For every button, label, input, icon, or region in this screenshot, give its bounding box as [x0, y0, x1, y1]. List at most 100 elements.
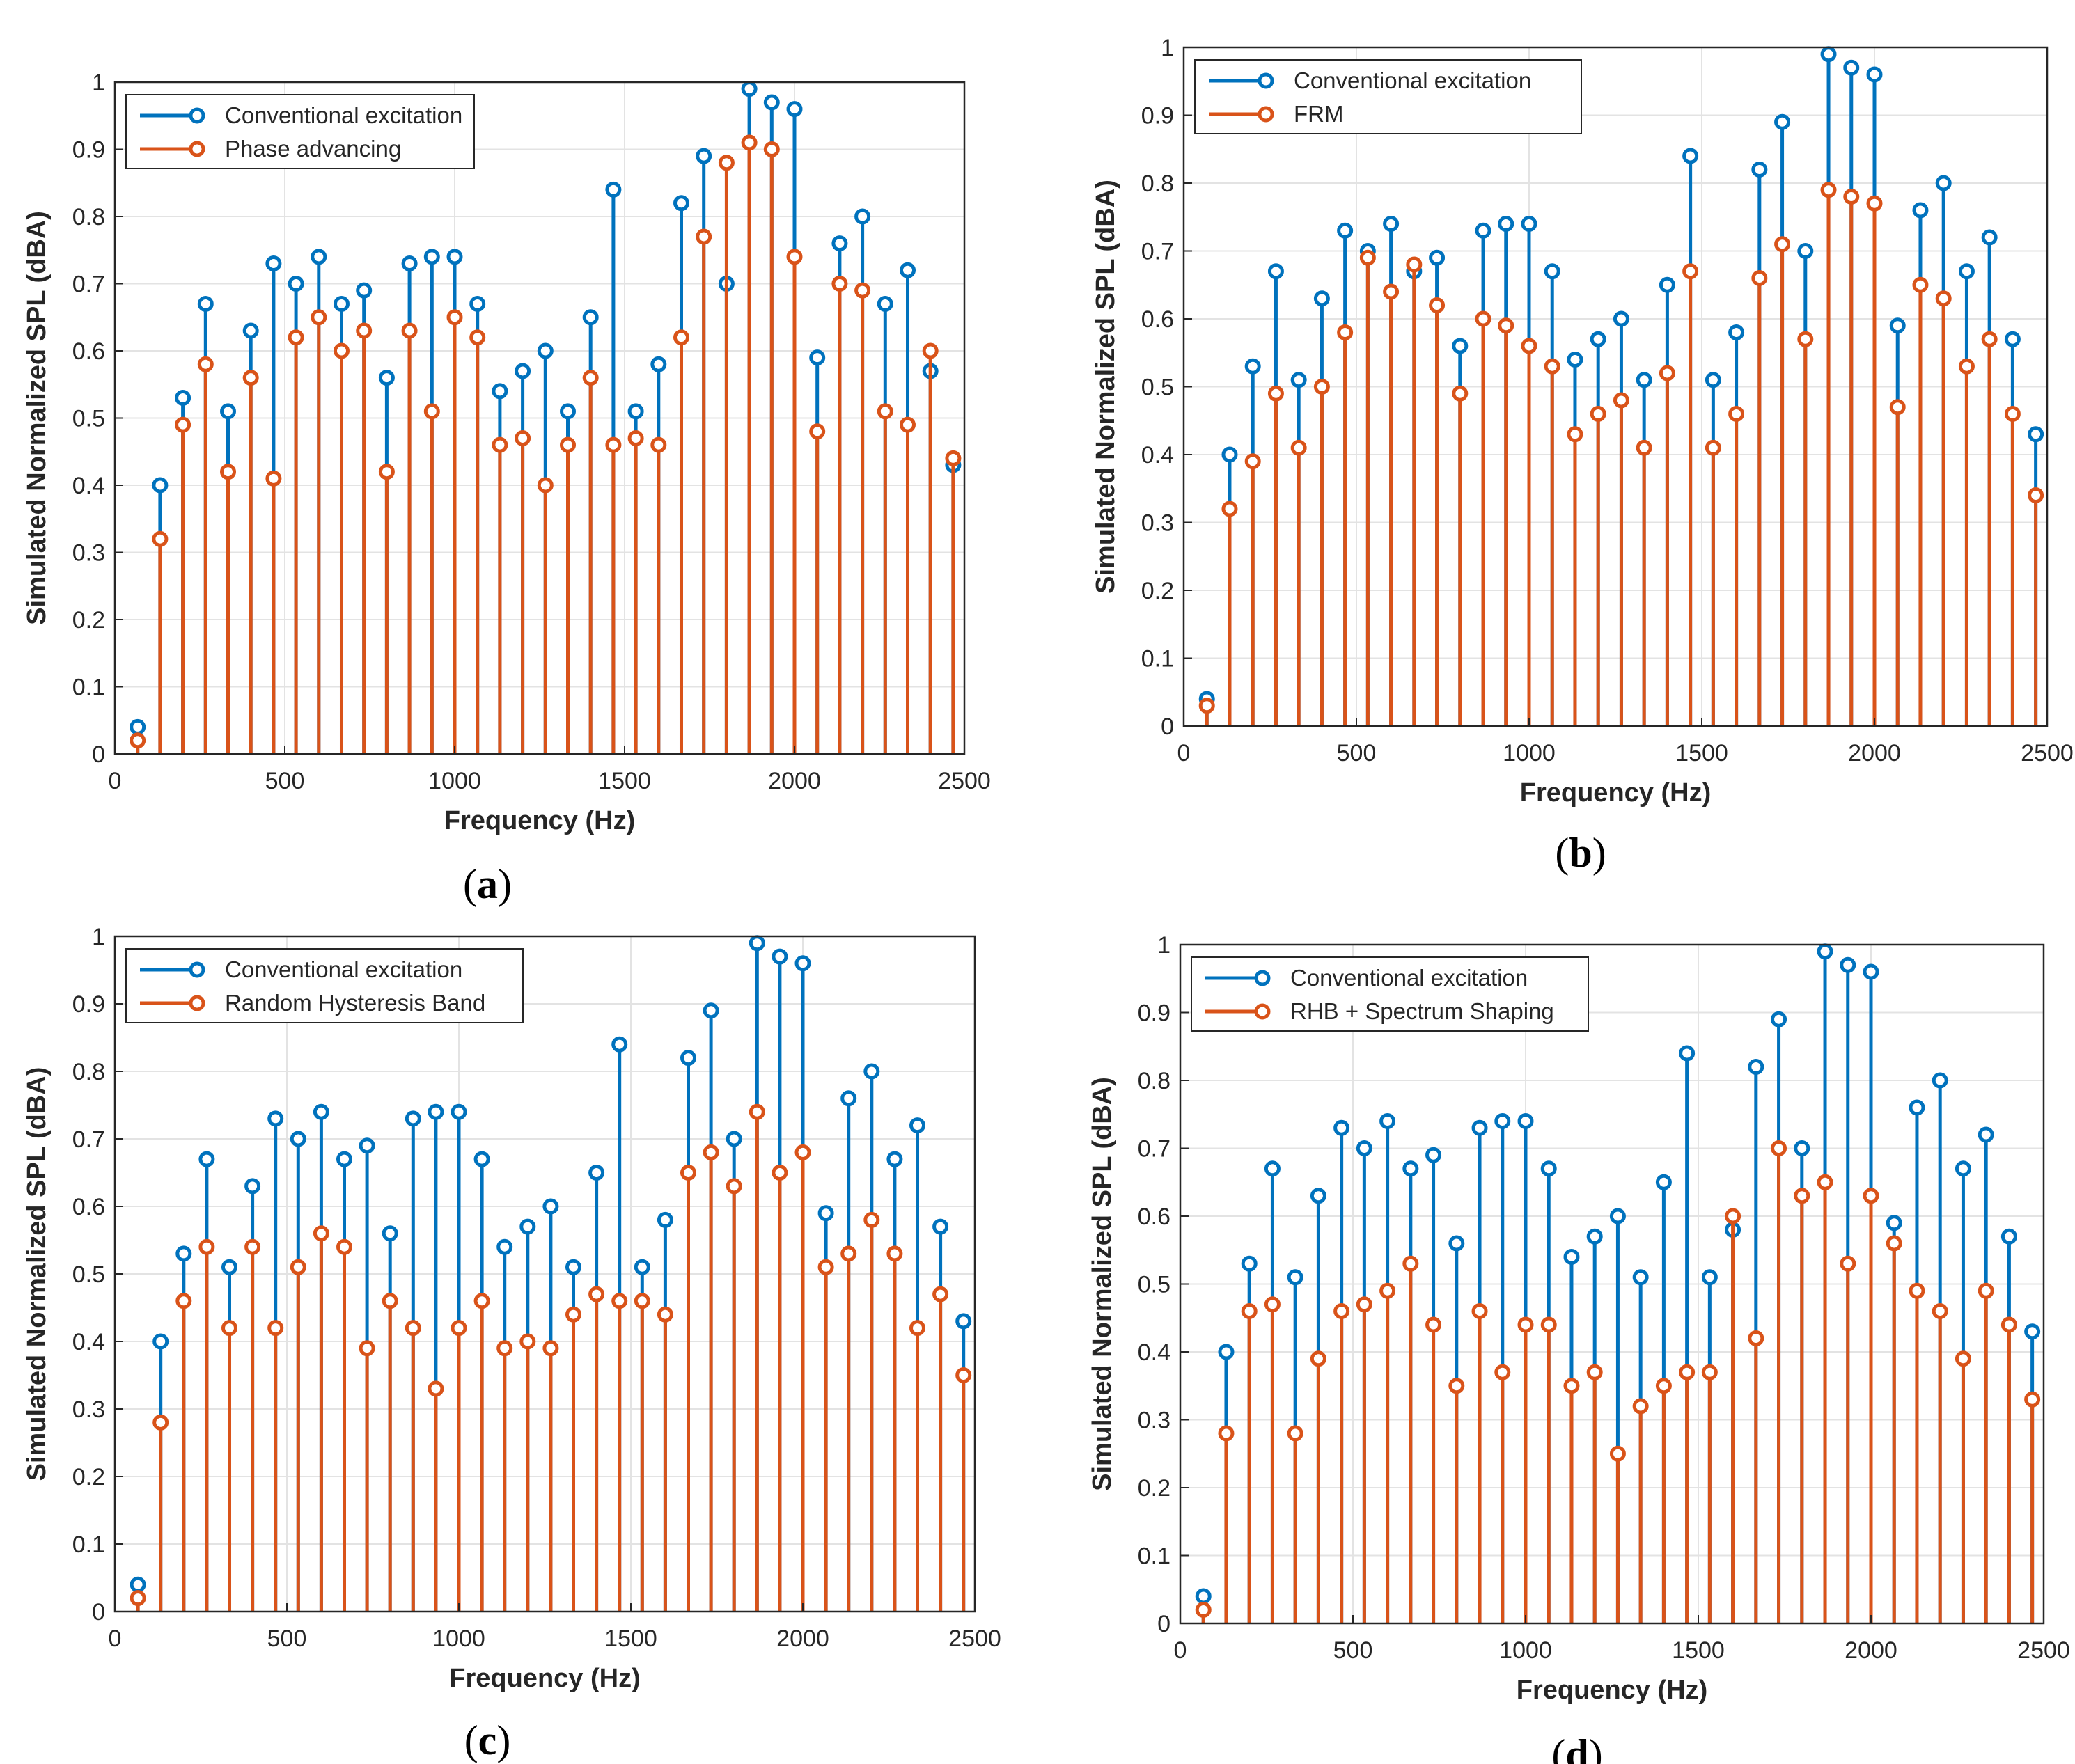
stem-marker: [817, 1259, 834, 1275]
stem-marker: [627, 403, 644, 420]
stem-marker: [1817, 943, 1833, 960]
stem-marker: [311, 309, 327, 326]
stem-marker: [1682, 148, 1699, 164]
x-tick-label: 1500: [604, 1625, 657, 1652]
y-tick-label: 0.9: [72, 991, 105, 1018]
stem-marker: [909, 1320, 926, 1337]
stem-marker: [1383, 216, 1400, 232]
stem-marker: [1728, 324, 1745, 340]
y-tick-label: 0.8: [1138, 1068, 1170, 1094]
stem-marker: [1659, 365, 1675, 381]
x-tick-label: 2000: [1848, 740, 1901, 766]
legend-box: [1194, 59, 1582, 134]
panel-caption: (a): [463, 861, 512, 907]
stem-marker: [772, 1165, 788, 1181]
stem-marker: [382, 1293, 398, 1309]
panel-caption: (d): [1551, 1731, 1602, 1764]
stem-marker: [333, 342, 350, 359]
stem-marker: [680, 1165, 696, 1181]
stem-marker: [1244, 358, 1261, 375]
stem-marker: [1241, 1303, 1258, 1319]
y-tick-label: 0.4: [1138, 1339, 1170, 1366]
y-tick-label: 0.4: [1141, 442, 1174, 468]
stem-marker: [1267, 385, 1284, 402]
stem-marker: [1198, 698, 1215, 714]
stem-marker: [831, 276, 848, 292]
stem-marker: [1402, 1160, 1419, 1177]
legend-marker: [189, 141, 205, 157]
stem-marker: [1475, 310, 1491, 327]
stem-marker: [405, 1320, 421, 1337]
stem-marker: [1866, 195, 1883, 212]
stem-marker: [405, 1110, 421, 1127]
y-tick-label: 0.4: [72, 473, 105, 499]
x-tick-label: 0: [1174, 1637, 1187, 1664]
stem-marker: [1679, 1364, 1696, 1380]
stem-marker: [1544, 263, 1560, 280]
stem-marker: [1383, 283, 1400, 300]
stem-marker: [1728, 406, 1745, 422]
stem-marker: [1794, 1188, 1810, 1204]
stem-marker: [220, 464, 237, 480]
stem-marker: [1337, 324, 1354, 340]
legend: Conventional excitation FRM: [1194, 59, 1582, 134]
x-axis-label: Frequency (Hz): [1520, 778, 1711, 808]
stem-marker: [1563, 1249, 1580, 1265]
stem-marker: [152, 1333, 169, 1350]
stem-marker: [175, 1245, 192, 1262]
stem-marker: [378, 370, 395, 386]
stem-marker: [1912, 202, 1929, 219]
stem-marker: [1655, 1378, 1672, 1394]
stem-marker: [1840, 956, 1856, 973]
stem-marker: [1978, 1126, 1994, 1143]
stem-marker: [469, 295, 486, 312]
y-tick-label: 0.9: [1141, 103, 1174, 129]
stem-marker: [1356, 1296, 1372, 1313]
stem-marker: [1313, 379, 1330, 395]
stem-marker: [703, 1002, 719, 1019]
y-tick-label: 0.6: [72, 338, 105, 365]
y-tick-label: 0.1: [72, 1531, 105, 1558]
panel-b: 0 500 1000 1500 2000 2500 0 0.1 0.2 0.3 0.4 0.5 0.6 0…: [1091, 35, 2074, 876]
stem-marker: [1613, 392, 1629, 409]
legend-entry: Random Hysteresis Band: [225, 990, 485, 1016]
stem-marker: [1659, 276, 1675, 293]
legend-box: [125, 948, 524, 1023]
stem-marker: [718, 155, 735, 171]
stem-marker: [1517, 1316, 1534, 1333]
stem-marker: [198, 1238, 215, 1255]
y-tick-label: 0: [1161, 714, 1174, 740]
stem-marker: [1475, 222, 1491, 239]
stem-marker: [1912, 276, 1929, 293]
legend: Conventional excitation RHB + Spectrum Sh…: [1191, 956, 1589, 1032]
stem-marker: [152, 1414, 169, 1431]
stem-marker: [1310, 1350, 1326, 1367]
stem-marker: [2028, 487, 2044, 503]
x-axis-label: Frequency (Hz): [444, 806, 635, 835]
stem-marker: [1218, 1425, 1235, 1442]
panel-d: 0 500 1000 1500 2000 2500 0 0.1 0.2 0.3 0.4 0.5 0.6 0…: [1088, 932, 2070, 1764]
stem-marker: [451, 1103, 467, 1120]
stem-marker: [130, 718, 146, 735]
stem-marker: [1701, 1269, 1718, 1286]
stem-marker: [1498, 216, 1514, 232]
legend-marker: [1254, 970, 1271, 986]
stem-marker: [1636, 439, 1652, 456]
y-tick-label: 0.8: [72, 1059, 105, 1085]
y-tick-label: 0.3: [1141, 510, 1174, 537]
stem-marker: [886, 1245, 903, 1262]
stem-marker: [1586, 1364, 1603, 1380]
y-tick-label: 1: [92, 924, 105, 950]
stem-marker: [1843, 189, 1860, 205]
stem-marker: [333, 295, 350, 312]
stem-marker: [1333, 1303, 1350, 1319]
stem-marker: [840, 1090, 857, 1107]
panel-c: 0 500 1000 1500 2000 2500 0 0.1 0.2 0.3 0.4 0.5 0.6 0…: [22, 924, 1001, 1763]
y-tick-label: 0.2: [1141, 578, 1174, 604]
x-tick-label: 500: [1333, 1637, 1373, 1664]
stem-marker: [267, 1110, 284, 1127]
stem-marker: [650, 356, 667, 372]
stem-marker: [1356, 1140, 1372, 1156]
stem-marker: [840, 1245, 857, 1262]
